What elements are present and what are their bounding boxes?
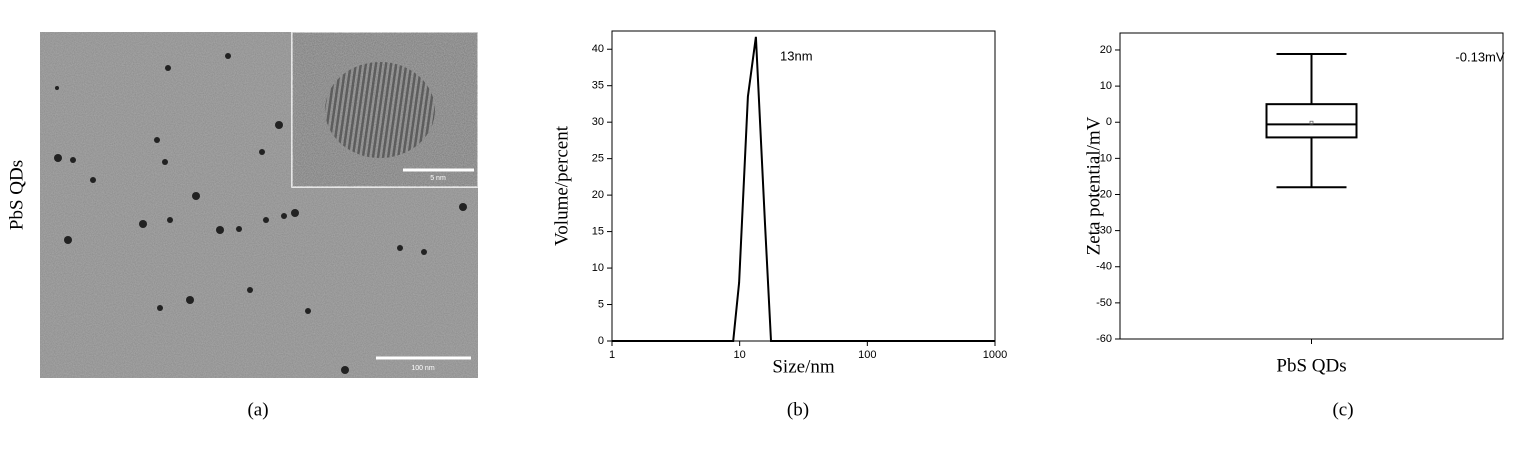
x-tick-label: 100 <box>858 349 876 361</box>
y-tick-label: -20 <box>1096 188 1112 200</box>
lattice-fringes <box>325 62 435 158</box>
y-tick-label: -40 <box>1096 261 1112 273</box>
y-tick-label: 0 <box>598 335 604 347</box>
y-tick-label: -50 <box>1096 297 1112 309</box>
scale-label: 100 nm <box>411 365 435 372</box>
y-tick-label: 40 <box>592 43 604 55</box>
y-tick-label: 10 <box>592 262 604 274</box>
y-tick-label: 20 <box>592 189 604 201</box>
x-tick-label: 1000 <box>983 349 1007 361</box>
y-tick-label: -60 <box>1096 333 1112 345</box>
image-ylabel: PbS QDs <box>6 160 27 230</box>
x-axis-label: Size/nm <box>772 356 834 377</box>
caption: (a) <box>247 399 268 420</box>
data-line <box>612 36 995 342</box>
y-tick-label: 0 <box>1106 116 1112 128</box>
mean <box>1309 120 1314 125</box>
plot-frame <box>611 30 996 342</box>
annotation: 13nm <box>780 48 813 63</box>
y-tick-label: 20 <box>1100 44 1112 56</box>
y-tick-label: 30 <box>592 116 604 128</box>
tem-image: 5 nm 100 nm <box>40 31 479 378</box>
box <box>1265 103 1358 139</box>
y-tick-label: -10 <box>1096 152 1112 164</box>
y-tick-label: 10 <box>1100 80 1112 92</box>
x-tick-label: 1 <box>609 349 615 361</box>
y-tick-label: 25 <box>592 153 604 165</box>
y-tick-label: 5 <box>598 298 604 310</box>
inset-scale-label: 5 nm <box>430 175 446 182</box>
caption: (b) <box>787 399 809 420</box>
y-tick-label: 35 <box>592 80 604 92</box>
x-tick-label: PbS QDs <box>1276 355 1346 376</box>
y-tick-label: 15 <box>592 225 604 237</box>
x-tick-label: 10 <box>734 349 746 361</box>
y-tick-label: -30 <box>1096 225 1112 237</box>
particles <box>54 53 467 374</box>
y-axis-label: Zeta potential/mV <box>1083 116 1104 255</box>
caption: (c) <box>1332 399 1353 420</box>
y-axis-label: Volume/percent <box>551 125 572 246</box>
annotation: -0.13mV <box>1455 49 1504 64</box>
